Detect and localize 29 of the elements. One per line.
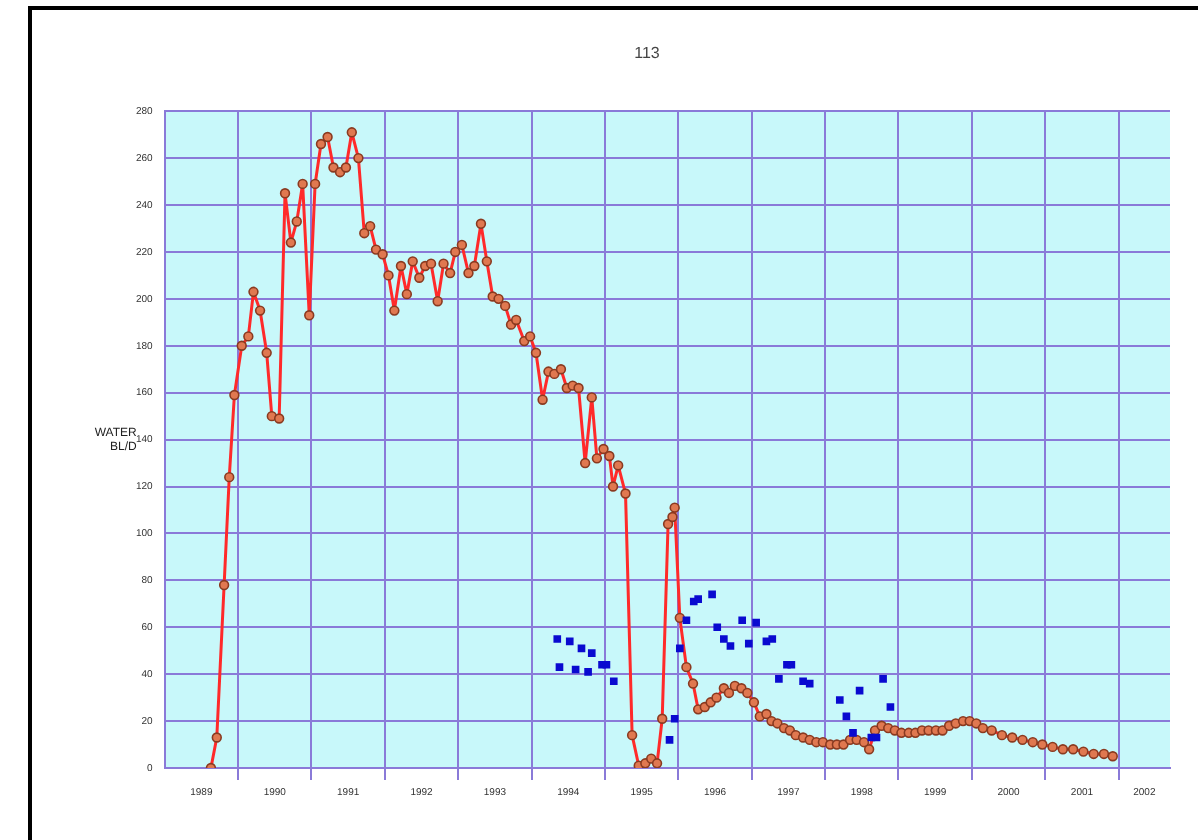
point: [682, 616, 691, 625]
point: [775, 675, 783, 683]
point: [670, 714, 679, 723]
chart-title: 113: [634, 44, 661, 63]
point: [768, 635, 777, 643]
point: [752, 618, 760, 627]
point: [720, 635, 728, 643]
point: [879, 675, 887, 683]
point: [602, 660, 611, 669]
point: [738, 616, 747, 625]
point: [555, 663, 564, 671]
point: [694, 595, 702, 603]
point: [675, 644, 684, 653]
point: [744, 639, 753, 648]
point: [708, 590, 716, 599]
point: [587, 649, 596, 657]
point: [665, 736, 674, 744]
point: [609, 677, 618, 686]
point: [787, 660, 796, 669]
point: [726, 642, 735, 650]
point: [713, 623, 722, 632]
point: [886, 703, 895, 711]
point: [835, 696, 844, 704]
point: [565, 637, 574, 646]
point: [553, 635, 562, 643]
point: [805, 679, 814, 688]
point: [799, 677, 807, 686]
point: [584, 668, 592, 676]
point: [849, 728, 857, 737]
